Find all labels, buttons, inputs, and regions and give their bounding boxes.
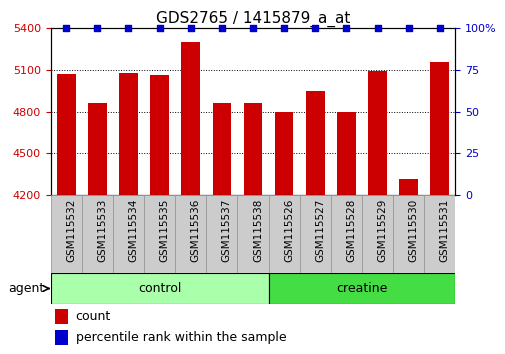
Text: agent: agent [8, 282, 44, 295]
Bar [212, 103, 231, 195]
FancyBboxPatch shape [268, 195, 299, 273]
Bar [88, 103, 107, 195]
Text: GSM115526: GSM115526 [284, 199, 293, 262]
Text: count: count [76, 310, 111, 323]
Point [248, 25, 257, 31]
Text: control: control [138, 282, 181, 295]
Point [435, 25, 443, 31]
Text: GSM115527: GSM115527 [315, 199, 325, 262]
Point [311, 25, 319, 31]
Bar [368, 71, 386, 195]
Bar [398, 179, 417, 195]
Bar [243, 103, 262, 195]
Text: GSM115534: GSM115534 [128, 199, 138, 262]
Point [124, 25, 132, 31]
FancyBboxPatch shape [330, 195, 361, 273]
FancyBboxPatch shape [50, 195, 82, 273]
FancyBboxPatch shape [237, 195, 268, 273]
Point [404, 25, 412, 31]
FancyBboxPatch shape [144, 195, 175, 273]
Bar [274, 112, 293, 195]
Text: GSM115529: GSM115529 [377, 199, 387, 262]
FancyBboxPatch shape [82, 195, 113, 273]
FancyBboxPatch shape [299, 195, 330, 273]
Point [155, 25, 163, 31]
Point [373, 25, 381, 31]
Text: GSM115532: GSM115532 [66, 199, 76, 262]
Point [186, 25, 194, 31]
Point [280, 25, 288, 31]
Bar [57, 74, 75, 195]
FancyBboxPatch shape [361, 195, 392, 273]
FancyBboxPatch shape [423, 195, 454, 273]
Text: GSM115537: GSM115537 [221, 199, 231, 262]
FancyBboxPatch shape [392, 195, 423, 273]
Point [342, 25, 350, 31]
Text: GSM115535: GSM115535 [159, 199, 169, 262]
Bar [181, 42, 199, 195]
Text: GSM115528: GSM115528 [346, 199, 356, 262]
Text: percentile rank within the sample: percentile rank within the sample [76, 331, 286, 344]
Text: GSM115533: GSM115533 [97, 199, 107, 262]
Bar [306, 91, 324, 195]
Point [93, 25, 101, 31]
FancyBboxPatch shape [113, 195, 144, 273]
FancyBboxPatch shape [206, 195, 237, 273]
Bar [430, 62, 448, 195]
Text: GSM115530: GSM115530 [408, 199, 418, 262]
Title: GDS2765 / 1415879_a_at: GDS2765 / 1415879_a_at [156, 11, 349, 27]
Text: GSM115531: GSM115531 [439, 199, 449, 262]
Bar [55, 309, 68, 324]
Point [217, 25, 225, 31]
Point [62, 25, 70, 31]
Text: creatine: creatine [336, 282, 387, 295]
Bar [150, 75, 169, 195]
Bar [336, 112, 355, 195]
Text: GSM115538: GSM115538 [252, 199, 263, 262]
Bar [119, 73, 137, 195]
FancyBboxPatch shape [50, 273, 268, 304]
Text: GSM115536: GSM115536 [190, 199, 200, 262]
FancyBboxPatch shape [268, 273, 454, 304]
Bar [55, 330, 68, 345]
FancyBboxPatch shape [175, 195, 206, 273]
